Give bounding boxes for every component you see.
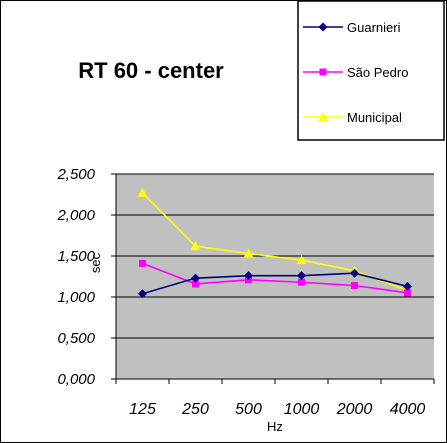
data-point [297, 271, 306, 281]
gridlines [116, 173, 434, 339]
data-point [244, 271, 253, 281]
x-tick-labels: 125 250 500 1000 2000 4000 [115, 379, 435, 418]
data-point [403, 281, 412, 291]
x-tick-label: 250 [181, 401, 209, 418]
chart-title: RT 60 - center [78, 58, 224, 83]
y-tick-label: 2,000 [56, 207, 95, 224]
data-point [190, 241, 201, 251]
y-tick-label: 2,500 [56, 166, 95, 183]
series-line [141, 192, 408, 292]
legend-item: Guarnieri [303, 20, 401, 35]
y-tick-labels: 0,000 0,500 1,000 1,500 2,000 2,500 [56, 166, 116, 388]
data-point [296, 255, 307, 265]
legend-marker [319, 68, 327, 76]
y-axis-label: sec [88, 252, 103, 273]
x-axis-label: Hz [267, 419, 283, 434]
data-point [137, 187, 148, 197]
legend-marker [318, 112, 328, 121]
plot-area [116, 174, 434, 379]
legend-item: São Pedro [303, 65, 408, 80]
data-point [243, 248, 254, 258]
data-point [298, 278, 305, 286]
data-point [404, 289, 411, 297]
data-point [351, 282, 358, 290]
series-group [137, 187, 413, 299]
x-tick-label: 125 [129, 401, 156, 418]
x-tick-label: 1000 [284, 401, 320, 418]
x-tick-label: 2000 [336, 401, 373, 418]
x-tick-label: 500 [235, 401, 262, 418]
legend-item: Municipal [303, 110, 402, 125]
y-tick-label: 0,500 [57, 330, 95, 347]
series-line [142, 272, 408, 295]
legend-label: Municipal [347, 110, 402, 125]
data-point [139, 259, 146, 267]
legend-label: Guarnieri [347, 20, 401, 35]
y-tick-label: 1,000 [57, 289, 95, 306]
legend-marker [318, 22, 328, 32]
data-point [350, 268, 359, 278]
legend-label: São Pedro [347, 65, 408, 80]
data-point [191, 273, 200, 283]
data-point [138, 289, 147, 299]
x-tick-label: 4000 [390, 401, 426, 418]
legend-items: Guarnieri São Pedro Municipal [303, 20, 408, 125]
y-tick-label: 1,500 [57, 248, 95, 265]
data-point [192, 280, 199, 288]
y-tick-label: 0,000 [57, 371, 95, 388]
series-1 [138, 268, 412, 299]
legend: Guarnieri São Pedro Municipal [297, 0, 445, 141]
